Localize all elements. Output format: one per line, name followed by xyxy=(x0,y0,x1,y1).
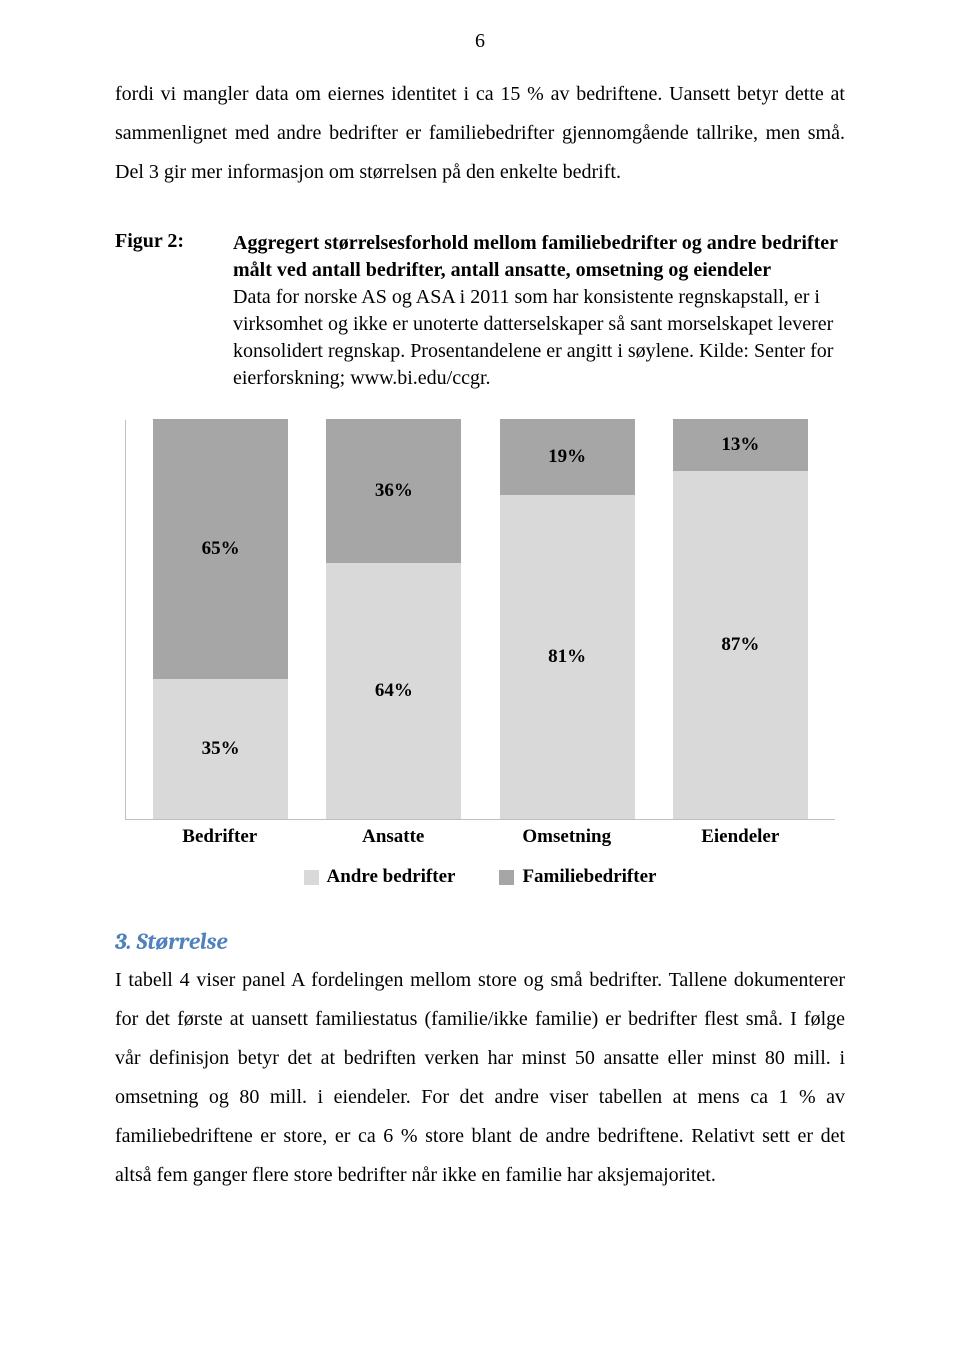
bar-segment-andre-bedrifter: 64% xyxy=(326,563,461,819)
figure-title: Aggregert størrelsesforhold mellom famil… xyxy=(233,232,838,281)
legend-item: Familiebedrifter xyxy=(499,866,656,888)
bar-column: 36%64% xyxy=(318,419,470,819)
x-axis-label: Bedrifter xyxy=(143,826,296,848)
bar-segment-andre-bedrifter: 35% xyxy=(153,679,288,819)
legend-item: Andre bedrifter xyxy=(304,866,456,888)
figure-label: Figur 2: xyxy=(115,230,233,392)
page: 6 fordi vi mangler data om eiernes ident… xyxy=(0,0,960,1356)
figure-body: Data for norske AS og ASA i 2011 som har… xyxy=(233,286,833,389)
bar-segment-familiebedrifter: 36% xyxy=(326,419,461,563)
legend-swatch xyxy=(499,870,514,885)
x-axis-label: Ansatte xyxy=(317,826,470,848)
stacked-bar-chart: 65%35% 36%64% 19%81% 13%87% xyxy=(125,420,835,820)
section-paragraph: I tabell 4 viser panel A fordelingen mel… xyxy=(115,961,845,1195)
legend-swatch xyxy=(304,870,319,885)
bar-segment-familiebedrifter: 13% xyxy=(673,419,808,471)
bar-segment-familiebedrifter: 65% xyxy=(153,419,288,679)
bar-segment-andre-bedrifter: 81% xyxy=(500,495,635,819)
bar-column: 13%87% xyxy=(664,419,816,819)
chart-legend: Andre bedrifter Familiebedrifter xyxy=(125,866,835,888)
stacked-bar: 13%87% xyxy=(673,419,808,819)
stacked-bar: 36%64% xyxy=(326,419,461,819)
figure-caption-block: Figur 2: Aggregert størrelsesforhold mel… xyxy=(115,230,845,392)
bar-column: 19%81% xyxy=(491,419,643,819)
chart-container: 65%35% 36%64% 19%81% 13%87% Bedrifter Ansatt… xyxy=(115,420,845,888)
legend-label: Familiebedrifter xyxy=(522,866,656,888)
legend-label: Andre bedrifter xyxy=(327,866,456,888)
stacked-bar: 65%35% xyxy=(153,419,288,819)
x-axis-label: Omsetning xyxy=(490,826,643,848)
section-heading: 3. Størrelse xyxy=(115,928,845,955)
stacked-bar: 19%81% xyxy=(500,419,635,819)
bar-segment-andre-bedrifter: 87% xyxy=(673,471,808,819)
x-axis-label: Eiendeler xyxy=(664,826,817,848)
bar-segment-familiebedrifter: 19% xyxy=(500,419,635,495)
figure-caption: Aggregert størrelsesforhold mellom famil… xyxy=(233,230,845,392)
x-axis-labels: Bedrifter Ansatte Omsetning Eiendeler xyxy=(125,826,835,848)
page-number: 6 xyxy=(115,30,845,53)
bar-column: 65%35% xyxy=(144,419,296,819)
intro-paragraph: fordi vi mangler data om eiernes identit… xyxy=(115,75,845,192)
